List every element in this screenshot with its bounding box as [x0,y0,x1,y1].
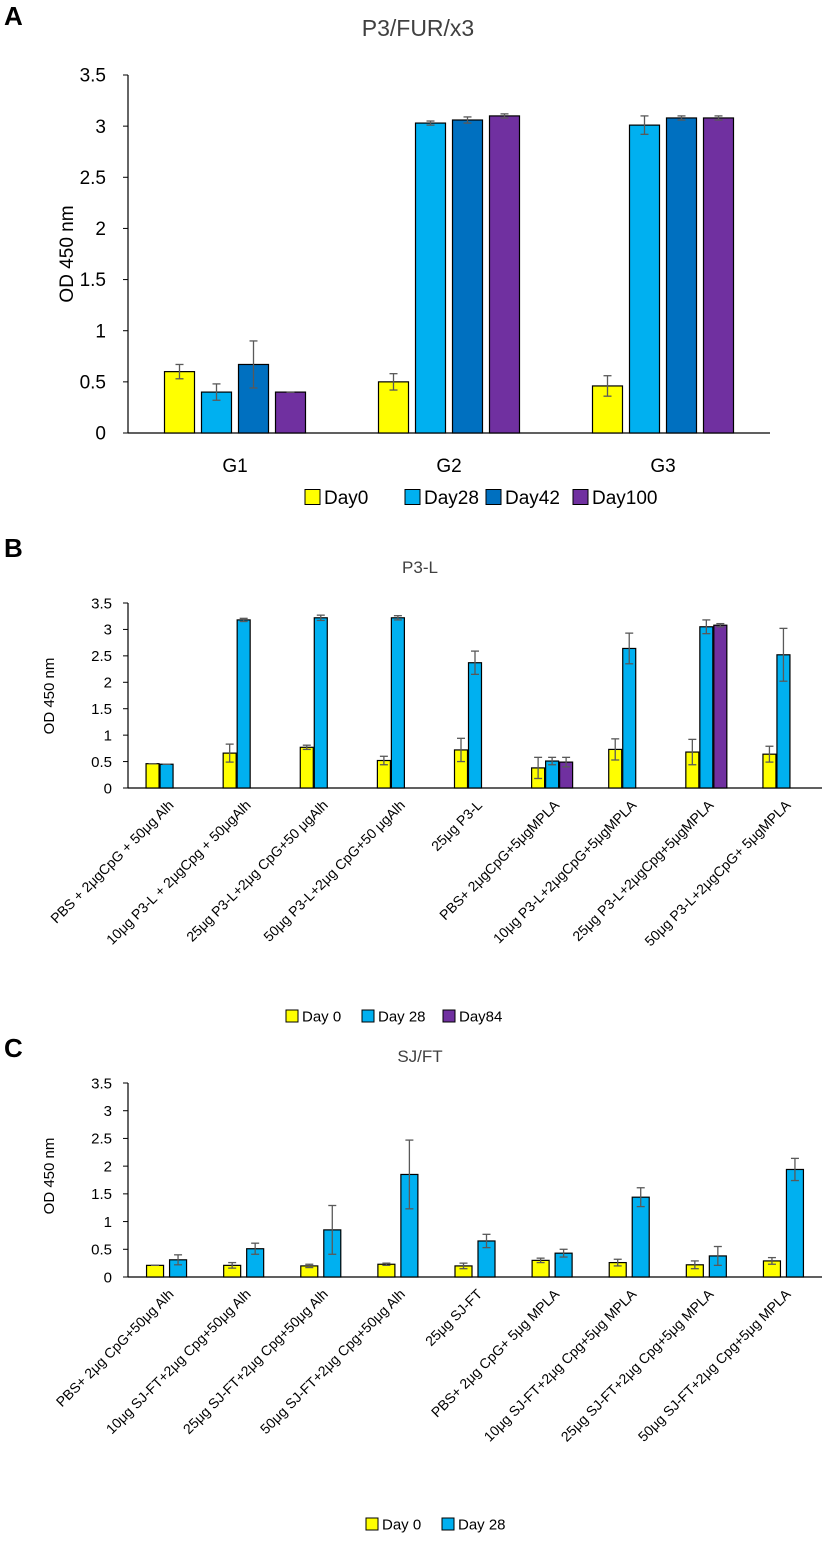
y-tick-label: 3.5 [80,66,106,87]
x-tick-label: 10μg P3-L + 2μgCpg + 50μgAlh [103,797,254,948]
y-tick-label: 0 [104,1269,112,1286]
bar [414,122,447,434]
legend-swatch [365,1517,379,1531]
legend-swatch [442,1009,456,1023]
panel-label: A [4,1,23,31]
bar [274,391,307,434]
y-tick-label: 3.5 [91,595,112,612]
bar [451,119,484,434]
bar [631,1196,650,1278]
y-tick-label: 0 [95,424,106,445]
legend-swatch [361,1009,375,1023]
bar [628,124,661,434]
bar [313,617,328,789]
legend-label: Day100 [592,488,658,509]
x-tick-label: 10μg SJ-FT+2μg Cpg+50μg Alh [103,1286,254,1437]
legend-label: Day 28 [378,1008,426,1025]
legend-label: Day42 [505,488,560,509]
bar [699,626,714,789]
legend-label: Day 0 [382,1516,421,1533]
x-tick-label: 25μg P3-L+2μgCpg+5μgMPLA [569,796,717,944]
y-tick-label: 1.5 [91,1186,112,1203]
legend-label: Day 28 [458,1516,506,1533]
x-tick-label: 50μg SJ-FT+2μg Cpg+50μg Alh [257,1286,408,1437]
y-tick-label: 1 [95,321,106,342]
legend-label: Day 0 [302,1008,341,1025]
bar [390,617,405,789]
y-tick-label: 2 [95,219,106,240]
x-tick-label: 10μg SJ-FT+2μg Cpg+5μg MPLA [480,1285,639,1444]
y-tick-label: 1.5 [80,270,106,291]
y-tick-label: 2 [104,675,112,692]
y-tick-label: 1.5 [91,701,112,718]
x-tick-label: PBS + 2μgCpG + 50μg Alh [47,797,176,926]
x-tick-label: 25μg SJ-FT+2μg Cpg+5μg MPLA [558,1285,717,1444]
panel-a: A P3/FUR/x3 OD 450 nm 0 0.5 1 1.5 2 2.5 3 3.5 G1… [4,1,770,509]
bar [665,117,698,434]
y-tick-label: 0 [104,780,112,797]
legend-swatch [304,489,321,505]
x-tick-label: 25μg SJ-FT+2μg Cpg+50μg Alh [180,1286,331,1437]
legend-swatch [485,489,502,505]
bar [159,763,174,789]
bar [785,1168,805,1278]
x-tick-label: 25μg P3-L+2μg CpG+50 μgAlh [183,797,331,945]
x-tick-label: G3 [650,456,675,477]
chart-title: P3/FUR/x3 [362,15,474,41]
legend-swatch [441,1517,455,1531]
x-tick-label: 50μg P3-L+2μg CpG+50 μgAlh [260,797,408,945]
legend-swatch [572,489,589,505]
bar [713,624,728,789]
y-tick-label: 1 [104,727,112,744]
bar [377,1263,396,1278]
y-tick-label: 2 [104,1158,112,1175]
chart-title: SJ/FT [397,1047,442,1066]
x-tick-label: G2 [436,456,461,477]
bar [702,117,735,434]
y-tick-label: 0.5 [91,1242,112,1259]
panel-b: B P3-L OD 450 nm 0 0.5 1 1.5 2 2.5 3 3.5 PBS + 2… [4,533,822,1025]
y-tick-label: 3 [95,117,106,138]
y-tick-label: 3 [104,622,112,639]
panel-label: B [4,533,23,563]
bar [145,1264,165,1278]
bar [299,746,314,789]
bar [236,619,251,789]
x-tick-label: 25μg SJ-FT [422,1285,486,1349]
legend-swatch [404,489,421,505]
y-axis-label: OD 450 nm [41,658,58,735]
y-axis-label: OD 450 nm [57,205,78,302]
bar [467,662,483,789]
y-tick-label: 2.5 [91,648,112,665]
bar [200,391,233,434]
legend-label: Day0 [324,488,368,509]
y-tick-label: 2.5 [80,168,106,189]
panel-label: C [4,1033,23,1063]
bar [145,763,160,789]
legend-swatch [285,1009,299,1023]
x-tick-label: 50μg P3-L+2μgCpG+ 5μgMPLA [641,796,794,949]
y-tick-label: 3 [104,1103,112,1120]
x-tick-label: 50μg SJ-FT+2μg Cpg+5μg MPLA [635,1285,794,1444]
panel-c: C SJ/FT OD 450 nm 0 0.5 1 1.5 2 2.5 3 3.5 PBS+ 2… [4,1033,822,1533]
y-tick-label: 3.5 [91,1075,112,1092]
x-tick-label: G1 [222,456,247,477]
y-tick-label: 0.5 [80,373,106,394]
y-tick-label: 0.5 [91,754,112,771]
x-tick-label: PBS+ 2μg CpG+ 5μg MPLA [428,1285,563,1420]
y-axis-label: OD 450 nm [41,1138,58,1215]
bar [163,371,196,434]
legend-label: Day28 [424,488,479,509]
x-tick-label: 10μg P3-L+2μgCpG+5μgMPLA [490,796,640,946]
y-tick-label: 2.5 [91,1131,112,1148]
bar [622,647,637,789]
chart-title: P3-L [402,558,438,577]
legend-label: Day84 [459,1008,502,1025]
x-tick-label: 25μg P3-L [428,797,485,854]
bar [488,115,521,434]
y-tick-label: 1 [104,1214,112,1231]
